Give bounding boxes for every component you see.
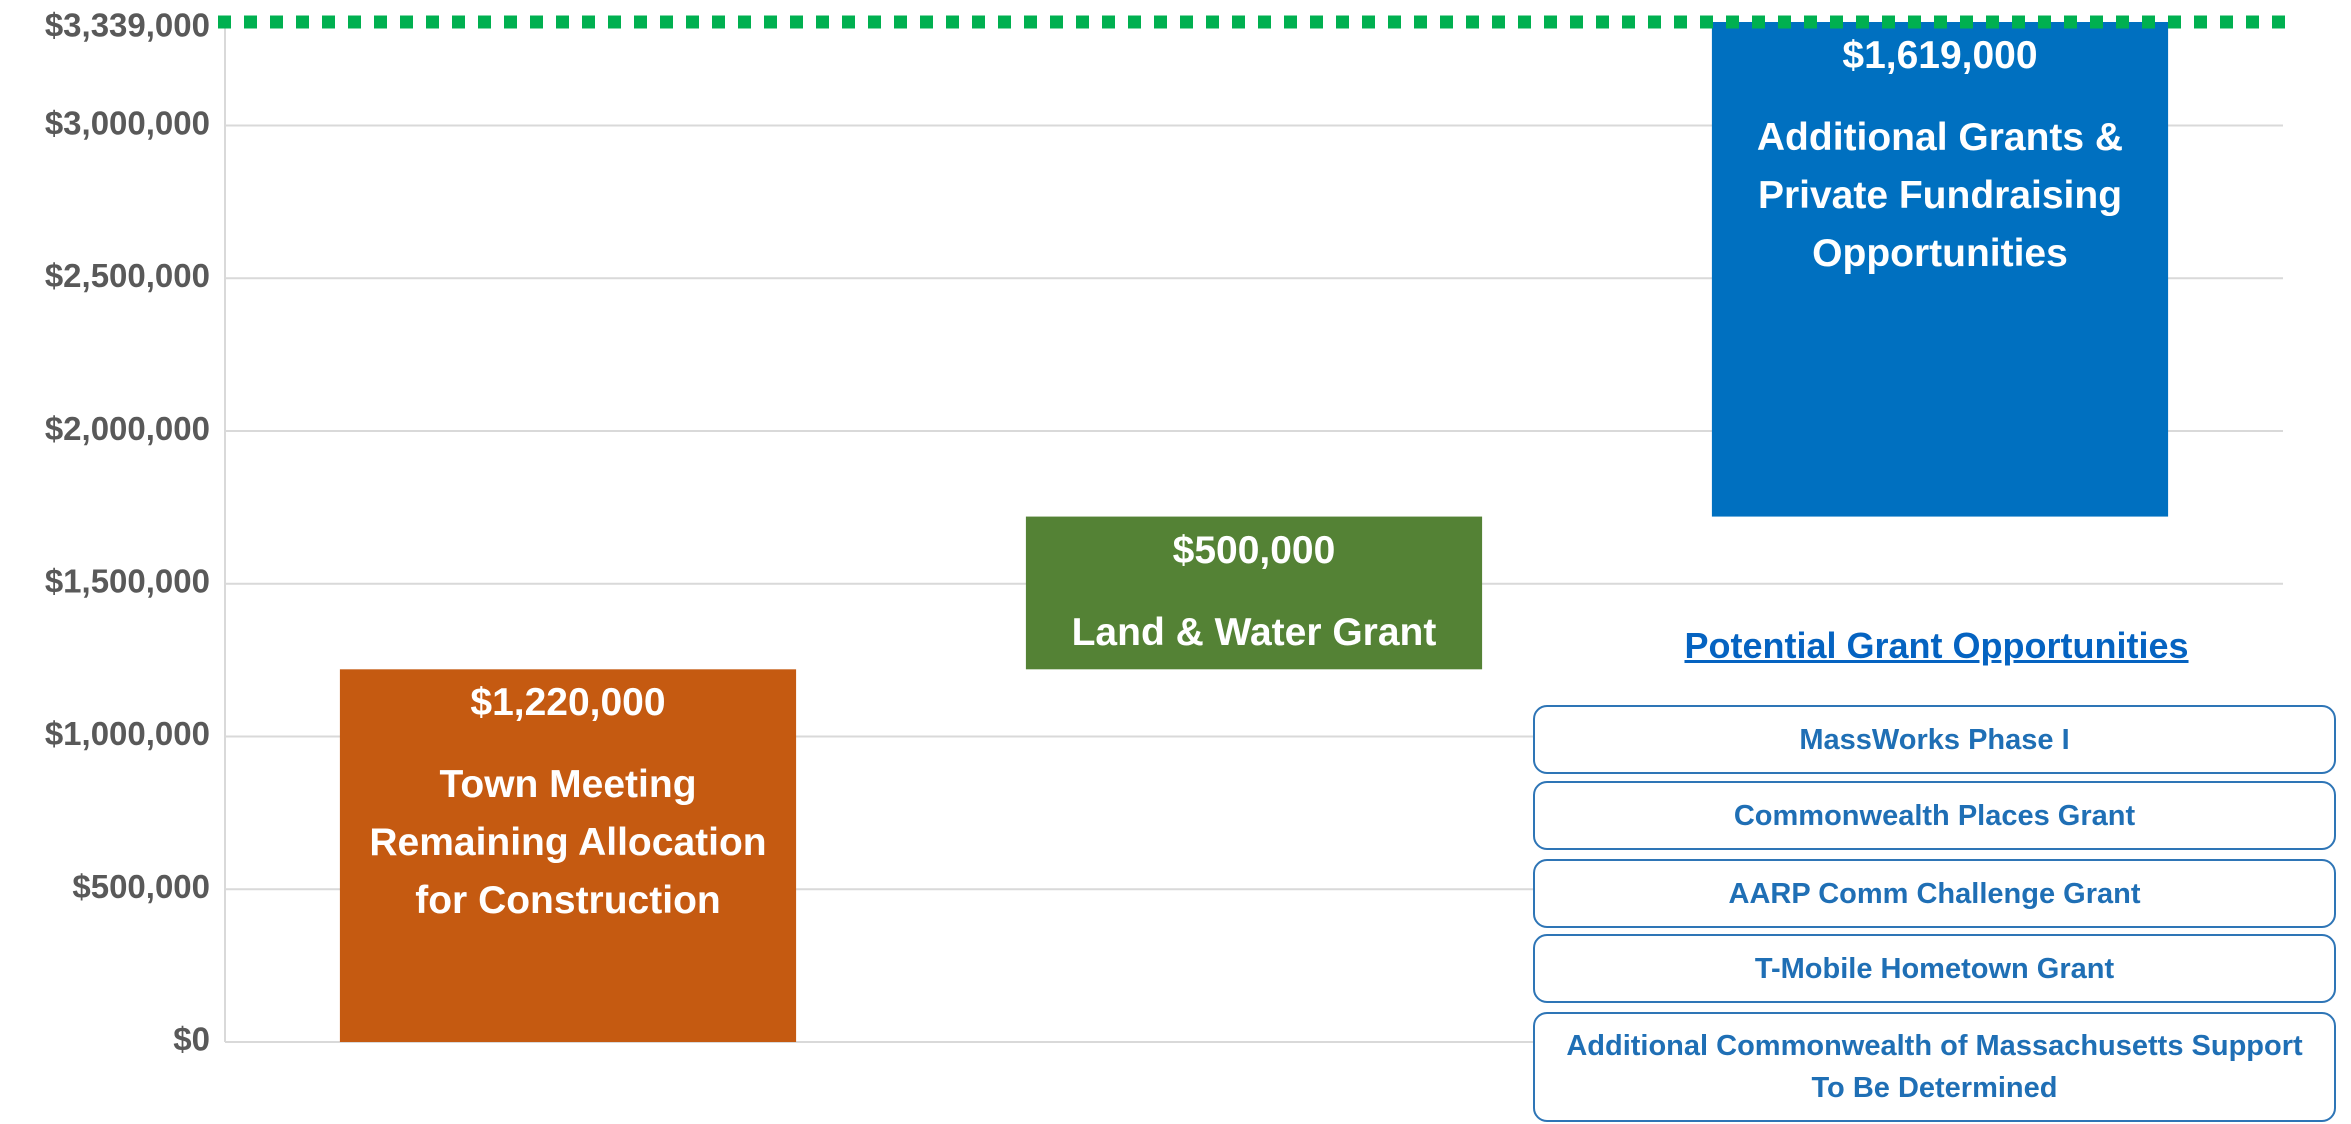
target-label: $3,339,000 (45, 7, 210, 44)
y-tick-label: $1,000,000 (45, 715, 210, 752)
y-tick-label: $500,000 (72, 868, 210, 905)
grant-item: Additional Commonwealth of Massachusetts… (1533, 1012, 2336, 1122)
y-tick-label: $0 (173, 1021, 210, 1058)
category-label: Land & Water Grant (1071, 610, 1437, 654)
value-label: $500,000 (1172, 528, 1336, 572)
y-tick-label: $1,500,000 (45, 562, 210, 599)
bar (1711, 22, 2169, 517)
bar (339, 669, 797, 1042)
grant-item: MassWorks Phase I (1533, 705, 2336, 774)
category-label: Additional Grants & Private Fundraising … (1756, 116, 2124, 275)
grant-box-title: Potential Grant Opportunities (1684, 625, 2189, 666)
y-tick-label: $2,000,000 (45, 410, 210, 447)
category-label: Town Meeting Remaining Allocation for Co… (369, 763, 767, 923)
y-tick-label: $3,000,000 (45, 104, 210, 141)
bar (1025, 516, 1483, 670)
bar-label: $1,619,000 Additional Grants & Private Fu… (1712, 27, 2168, 283)
value-label: $1,220,000 (470, 681, 666, 725)
bar-label: $500,000 Land & Water Grant (1026, 522, 1482, 662)
y-tick-label: $2,500,000 (45, 257, 210, 294)
grant-item: Commonwealth Places Grant (1533, 781, 2336, 850)
grant-item: AARP Comm Challenge Grant (1533, 859, 2336, 928)
value-label: $1,619,000 (1842, 34, 2038, 77)
grant-item: T-Mobile Hometown Grant (1533, 934, 2336, 1003)
bar-label: $1,220,000 Town Meeting Remaining Allocat… (340, 674, 796, 930)
